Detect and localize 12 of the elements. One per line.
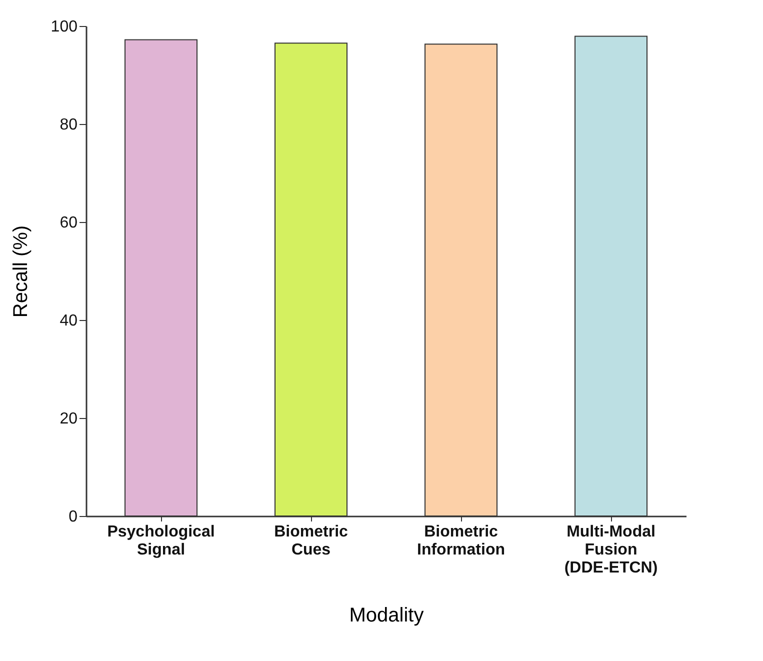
x-tick-label: Biometric Information: [417, 524, 505, 558]
y-tick-label: 0: [68, 508, 78, 526]
y-tick-label: 80: [60, 116, 78, 134]
x-tick-label: Multi-Modal Fusion (DDE-ETCN): [564, 524, 658, 576]
y-tick-label: 60: [60, 214, 78, 232]
x-axis-title: Modality: [349, 604, 424, 626]
x-tick-label: Biometric Cues: [274, 524, 348, 558]
y-tick-label: 40: [60, 312, 78, 330]
y-tick-label: 100: [50, 18, 78, 36]
x-tick-label: Psychological Signal: [107, 524, 215, 558]
y-axis-title: Recall (%): [10, 225, 32, 318]
y-tick-label: 20: [60, 410, 78, 428]
